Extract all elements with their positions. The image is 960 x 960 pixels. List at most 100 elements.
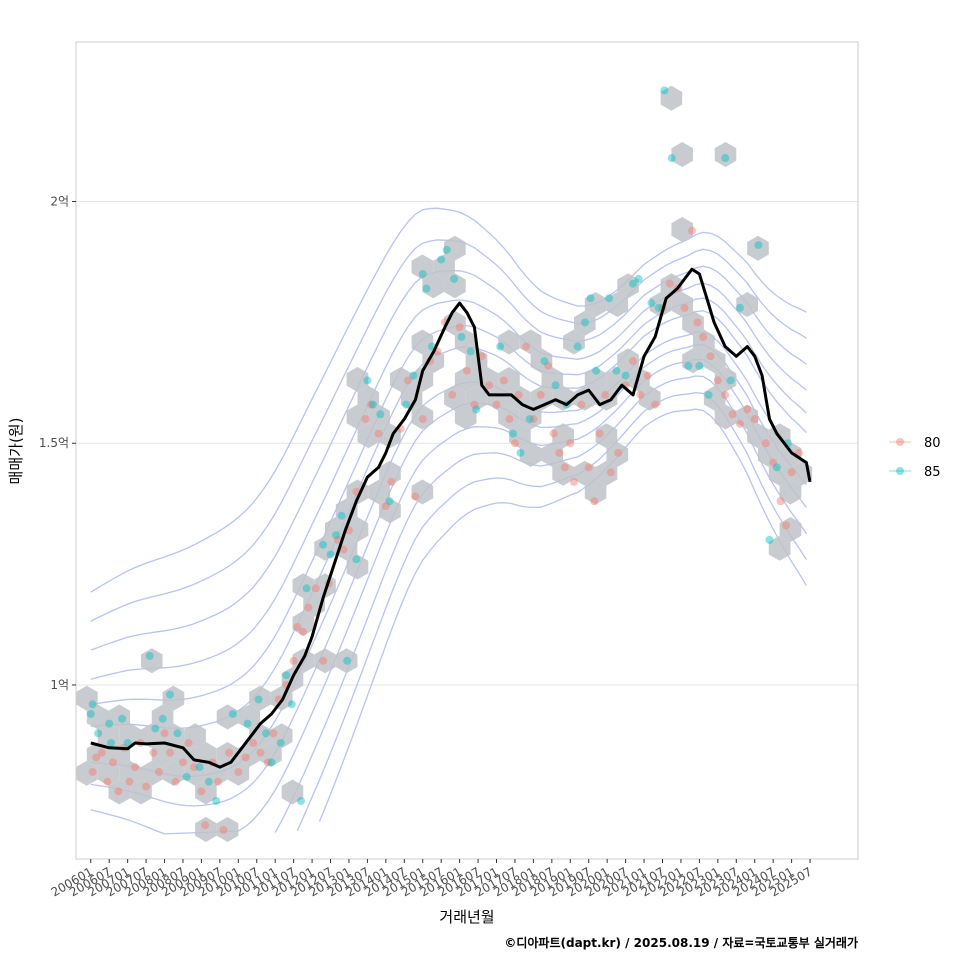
hexbin-cell [86,704,109,730]
hexbin-cell [465,348,488,374]
data-point-85 [228,709,237,718]
hexbin-cell [541,442,564,467]
data-point-85 [343,656,352,665]
data-point-80 [214,777,223,786]
hexbin-cell [454,329,477,355]
data-point-85 [586,294,595,303]
y-axis-ticks: 1억 1.5억 2억 [39,195,76,692]
hexbin-cell [584,292,607,317]
data-point-85 [466,347,475,356]
hexbin-cell [411,479,434,505]
data-point-85 [352,555,361,564]
plot-area [76,42,858,859]
data-point-85 [422,284,431,293]
data-point-85 [376,410,385,419]
data-point-80 [470,400,479,409]
hexbin-cell [346,367,369,392]
hexbin-cell [379,498,401,524]
data-point-80 [92,753,101,762]
data-point-80 [249,738,258,747]
hexbin-cell [444,235,466,261]
data-point-80 [403,376,412,385]
hexbin-cell [249,685,271,711]
data-point-80 [219,825,228,834]
data-point-85 [418,270,427,279]
hexbin-cell [584,479,607,505]
scatter-points [86,86,803,834]
hexbin-cell [736,292,758,317]
data-point-80 [505,415,514,424]
hexbin-cell [368,479,390,505]
hexbin-cell [335,498,358,524]
data-point-85 [363,376,372,385]
plot-background [76,42,858,859]
data-point-80 [536,390,545,399]
data-point-80 [381,502,390,511]
data-point-80 [735,419,744,428]
hexbin-cell [584,367,607,392]
data-point-80 [776,497,785,506]
data-point-80 [713,376,722,385]
data-point-80 [298,627,307,636]
hexbin-cell [260,742,282,767]
data-point-85 [94,729,103,738]
data-point-85 [592,366,601,375]
hexbin-cell [227,760,250,786]
y-tick-label: 1.5억 [39,436,69,450]
data-point-85 [721,154,730,163]
data-point-85 [302,584,311,593]
hexbin-cell [76,760,98,786]
hexbin-cell [97,760,120,786]
data-point-85 [496,342,505,351]
hexbin-cell [238,704,260,730]
hexbin-cell [162,723,185,749]
hexbin-cell [563,329,585,355]
data-point-80 [190,763,199,772]
data-point-80 [750,415,759,424]
hexbin-cell [238,742,260,767]
contour-line [90,207,807,593]
hexbin-cell [747,423,769,449]
hexbin-cell [498,367,520,392]
data-point-85 [276,738,285,747]
data-point-80 [566,439,575,448]
data-point-80 [131,763,140,772]
hexbin-cell [703,385,726,411]
hexbin-cell [119,760,141,786]
hexbin-cell [768,535,791,561]
data-point-80 [171,777,180,786]
data-point-80 [499,376,508,385]
data-point-80 [411,492,420,501]
data-point-80 [154,767,163,776]
data-point-80 [485,381,494,390]
data-point-80 [225,748,234,757]
hexbin-cell [108,704,131,730]
hexbin-cell [693,329,715,355]
hexbin-cell [368,404,390,430]
hexbin-cell [671,292,693,317]
hexbin-cell [747,235,769,261]
data-point-80 [293,622,302,631]
hexbin-cell [779,479,802,505]
hexbin-cell [552,460,574,486]
hexbin-cell [184,723,206,749]
hexbin-cell [519,404,542,430]
hexbin-cell [779,517,802,542]
hexbin-cell [682,348,704,374]
data-point-80 [549,429,558,438]
data-point-85 [573,342,582,351]
hexbin-cell [671,217,693,242]
hexbin-cell [422,273,445,299]
x-axis-ticks: 2006012006072007012007072008012008072009… [49,859,815,900]
data-point-80 [728,410,737,419]
data-point-80 [125,777,134,786]
hexbin-cell [519,329,542,355]
data-point-85 [385,497,394,506]
hexbin-cell [617,273,639,299]
hexbin-cell [346,517,369,542]
data-point-80 [522,342,531,351]
hexbin-cell [97,723,120,749]
data-point-80 [529,415,538,424]
data-point-85 [667,154,676,163]
hexbin-cell [151,742,174,767]
